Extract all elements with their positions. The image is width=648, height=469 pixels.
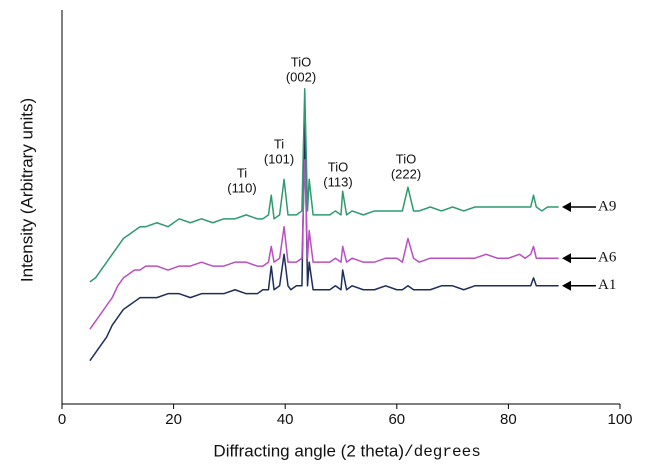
peak-label: (222) [391,166,421,181]
arrow-head [562,280,571,291]
peak-label: TiO [396,151,416,166]
series-label: A9 [598,198,616,214]
x-tick-label: 60 [388,411,405,428]
peak-label: Ti [237,165,247,180]
peak-label: Ti [274,136,284,151]
series-line [89,88,559,283]
arrow-head [562,253,571,264]
series-label: A6 [598,250,617,266]
x-tick-label: 40 [277,411,294,428]
x-axis-unit: /degrees [404,443,481,461]
x-tick-label: 100 [607,411,632,428]
series-line [89,158,559,330]
x-axis-title: Diffracting angle (2 theta) [213,441,404,460]
x-tick-label: 80 [500,411,517,428]
arrow-head [562,202,571,212]
peak-label: (002) [286,69,316,84]
series-line [89,119,559,362]
y-axis-title: Intensity (Arbitrary units) [17,98,36,282]
x-tick-label: 0 [58,411,66,428]
series-label: A1 [598,277,616,293]
peak-label: (101) [264,151,294,166]
x-tick-label: 20 [165,411,182,428]
peak-label: (113) [323,174,352,189]
peak-label: (110) [227,180,256,195]
peak-label: TiO [328,159,348,174]
peak-label: TiO [291,54,311,69]
